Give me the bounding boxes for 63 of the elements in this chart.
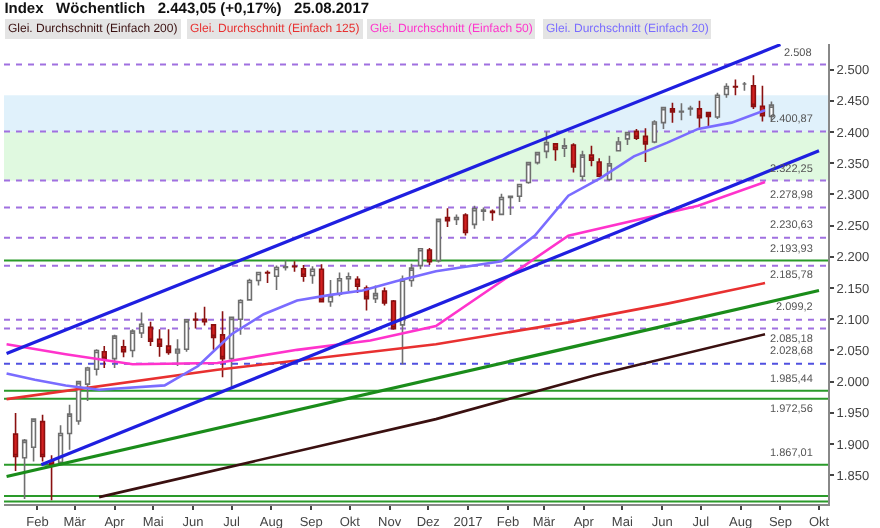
candlestick <box>552 143 559 162</box>
candlestick <box>138 311 145 339</box>
candlestick <box>12 412 19 472</box>
candlestick <box>174 338 181 367</box>
candlestick <box>426 247 433 266</box>
candlestick <box>642 127 649 163</box>
candlestick <box>84 365 91 402</box>
candlestick <box>201 305 208 327</box>
candlestick <box>183 318 190 353</box>
line-series <box>97 332 767 499</box>
candlestick <box>624 131 631 146</box>
line-series <box>5 108 767 392</box>
candlestick <box>516 183 523 203</box>
candlestick <box>120 339 127 359</box>
candlestick <box>165 328 172 356</box>
candlestick <box>264 269 271 284</box>
candlestick <box>66 403 73 451</box>
candlestick <box>111 334 118 369</box>
candlestick <box>750 74 757 110</box>
candlestick <box>696 100 703 130</box>
candlestick <box>489 208 496 222</box>
candlestick <box>714 91 721 120</box>
candlestick <box>669 101 676 124</box>
candlestick <box>588 144 595 168</box>
candlestick <box>561 137 568 158</box>
candlestick <box>687 105 694 117</box>
candlestick <box>471 204 478 230</box>
line-series <box>5 281 767 401</box>
candlestick <box>480 206 487 222</box>
candlestick <box>579 149 586 182</box>
candlestick <box>444 207 451 228</box>
candlestick <box>30 418 37 463</box>
candlestick <box>300 264 307 283</box>
candlestick <box>21 438 28 500</box>
candlestick <box>732 78 739 96</box>
candlestick <box>660 106 667 130</box>
candlestick <box>507 194 514 216</box>
candlestick <box>678 102 685 121</box>
candlestick <box>345 271 352 292</box>
candlestick <box>129 328 136 359</box>
candlestick <box>381 286 388 307</box>
candlestick <box>462 212 469 237</box>
candlestick <box>237 298 244 336</box>
candlestick <box>246 277 253 301</box>
candlestick <box>596 157 602 178</box>
candlestick <box>570 142 577 174</box>
candlestick <box>291 260 298 273</box>
candlestick <box>39 413 46 463</box>
candlestick <box>156 328 163 358</box>
candlestick <box>651 119 658 145</box>
candlestick <box>210 324 217 351</box>
candlestick <box>101 345 107 369</box>
candlestick <box>273 264 280 291</box>
candlestick <box>525 161 532 185</box>
candlestick <box>615 136 622 153</box>
candlestick <box>498 193 505 216</box>
line-series <box>5 180 767 366</box>
candlestick <box>147 320 154 347</box>
candlestick <box>282 259 289 272</box>
candlestick <box>435 218 442 264</box>
candlestick <box>741 81 748 92</box>
candlestick <box>417 247 424 271</box>
candlestick <box>192 311 199 330</box>
